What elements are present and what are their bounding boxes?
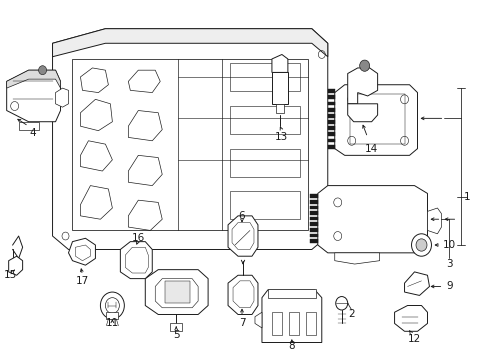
Polygon shape bbox=[335, 253, 380, 264]
Bar bbox=[276, 104, 284, 113]
Polygon shape bbox=[318, 186, 427, 253]
Bar bbox=[328, 126, 335, 130]
Text: 13: 13 bbox=[275, 132, 289, 143]
Polygon shape bbox=[121, 242, 152, 279]
Circle shape bbox=[412, 234, 432, 256]
Polygon shape bbox=[228, 275, 258, 315]
Text: 2: 2 bbox=[348, 310, 355, 319]
Bar bbox=[165, 281, 190, 303]
Bar bbox=[106, 312, 119, 319]
Circle shape bbox=[100, 292, 124, 319]
Polygon shape bbox=[9, 256, 23, 275]
Text: 6: 6 bbox=[239, 211, 245, 221]
Text: 9: 9 bbox=[446, 282, 453, 292]
Polygon shape bbox=[427, 208, 441, 234]
Text: 5: 5 bbox=[173, 330, 179, 339]
Text: 3: 3 bbox=[446, 259, 453, 269]
Polygon shape bbox=[262, 290, 322, 342]
Bar bbox=[306, 312, 316, 335]
Bar bbox=[272, 72, 288, 104]
Polygon shape bbox=[73, 59, 308, 230]
Bar bbox=[310, 228, 318, 231]
Polygon shape bbox=[55, 88, 69, 107]
Bar bbox=[230, 63, 300, 91]
Polygon shape bbox=[145, 270, 208, 315]
Bar bbox=[272, 312, 282, 335]
Text: 17: 17 bbox=[76, 276, 89, 286]
Bar bbox=[310, 239, 318, 243]
Polygon shape bbox=[348, 104, 378, 122]
Circle shape bbox=[39, 66, 47, 75]
Polygon shape bbox=[52, 29, 328, 249]
Polygon shape bbox=[405, 272, 429, 296]
Polygon shape bbox=[125, 247, 148, 273]
Polygon shape bbox=[19, 122, 39, 130]
Bar bbox=[310, 217, 318, 220]
Text: 16: 16 bbox=[132, 233, 145, 243]
Bar bbox=[170, 323, 182, 331]
Polygon shape bbox=[155, 279, 198, 308]
Polygon shape bbox=[255, 312, 262, 328]
Polygon shape bbox=[75, 245, 91, 261]
Text: 14: 14 bbox=[365, 144, 378, 154]
Polygon shape bbox=[348, 68, 378, 104]
Bar bbox=[230, 149, 300, 177]
Bar bbox=[328, 132, 335, 136]
Bar bbox=[328, 120, 335, 124]
Bar bbox=[310, 194, 318, 198]
Bar bbox=[328, 114, 335, 118]
Text: 15: 15 bbox=[4, 270, 17, 280]
Text: 7: 7 bbox=[239, 319, 245, 328]
Polygon shape bbox=[232, 222, 254, 249]
Polygon shape bbox=[52, 29, 328, 57]
Polygon shape bbox=[272, 54, 288, 72]
Bar bbox=[310, 222, 318, 226]
Bar bbox=[230, 191, 300, 219]
Polygon shape bbox=[69, 238, 96, 265]
Circle shape bbox=[416, 239, 427, 251]
Text: 12: 12 bbox=[408, 334, 421, 344]
Bar bbox=[310, 211, 318, 215]
Polygon shape bbox=[7, 70, 61, 88]
Bar bbox=[328, 139, 335, 143]
Bar bbox=[289, 312, 299, 335]
Polygon shape bbox=[7, 70, 61, 122]
Bar bbox=[350, 94, 405, 144]
Bar bbox=[328, 145, 335, 149]
Bar bbox=[328, 89, 335, 93]
Bar bbox=[310, 200, 318, 203]
Bar bbox=[230, 106, 300, 134]
Circle shape bbox=[105, 298, 120, 313]
Text: 10: 10 bbox=[443, 240, 456, 250]
Bar bbox=[328, 95, 335, 99]
Bar bbox=[328, 102, 335, 105]
Polygon shape bbox=[228, 216, 258, 256]
Text: 11: 11 bbox=[106, 319, 119, 328]
Circle shape bbox=[336, 297, 348, 310]
Polygon shape bbox=[335, 85, 417, 156]
Text: 4: 4 bbox=[29, 128, 36, 138]
Polygon shape bbox=[394, 306, 427, 331]
Bar bbox=[310, 234, 318, 237]
Bar bbox=[310, 206, 318, 209]
Bar bbox=[268, 289, 316, 298]
Bar bbox=[328, 108, 335, 112]
Text: 1: 1 bbox=[464, 192, 471, 202]
Polygon shape bbox=[233, 281, 254, 308]
Text: 8: 8 bbox=[289, 341, 295, 351]
Circle shape bbox=[360, 60, 369, 71]
